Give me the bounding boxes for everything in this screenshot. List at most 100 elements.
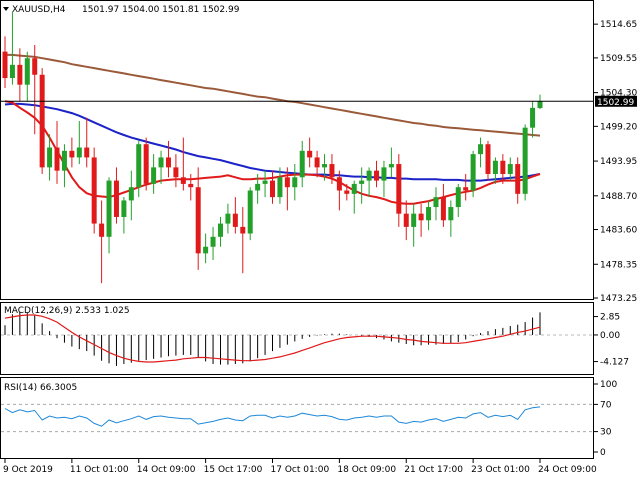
candle-body [366,170,372,181]
candle-body [2,51,8,79]
candle [403,200,409,241]
macd-panel-frame [0,302,594,375]
dropdown-triangle-icon[interactable] [3,7,9,11]
candle [270,170,275,204]
price-tick-label: 1509.55 [600,54,637,64]
candle-body [47,147,53,168]
candle [54,121,60,184]
time-tick-label: 18 Oct 09:00 [337,465,396,475]
candle-body [448,207,454,221]
macd-tick-label: 0.00 [600,331,620,341]
price-tick-label: 1499.20 [600,122,637,132]
candle-body [91,157,97,224]
price-tick-label: 1504.30 [600,89,637,99]
candle-body [530,107,536,128]
candle [47,134,53,181]
candle [2,36,8,88]
candle [225,203,231,234]
candle [470,150,476,198]
candle-body [151,167,157,184]
candle [530,101,536,138]
candle [492,157,498,184]
candle-body [270,180,275,198]
candle [284,167,290,211]
macd-label: MACD(12,26,9) 2.533 1.025 [4,306,130,316]
candle-body [84,147,90,158]
candle [515,157,521,204]
candle-body [240,226,246,234]
candle-body [113,180,119,217]
candle-body [284,177,290,188]
candle-body [374,170,380,181]
candle [255,173,261,204]
candle-body [106,180,112,237]
time-tick-label: 15 Oct 17:00 [204,465,263,475]
candle-body [485,144,491,174]
candle [359,167,365,204]
candle-body [322,164,328,168]
macd-signal-line [4,314,541,363]
candle-body [143,144,149,184]
candle [314,150,320,178]
candle-body [336,177,342,191]
candle [24,51,30,102]
candle-body [344,190,350,194]
candle-body [173,167,179,178]
candle [247,187,253,241]
candle [136,140,142,198]
candle [299,140,305,188]
candle [262,170,268,198]
candle-body [225,213,231,224]
candle-body [17,64,23,85]
candle-body [455,187,461,208]
candle-body [418,213,424,221]
candle-body [136,144,142,188]
time-tick-label: 14 Oct 09:00 [137,465,196,475]
candle-body [426,207,432,221]
rsi-tick-label: 100 [600,380,617,390]
candle [128,170,134,221]
candle-body [411,213,417,227]
candle [84,117,90,168]
time-tick-label: 17 Oct 01:00 [271,465,330,475]
candle-body [69,150,75,158]
rsi-indicator [1,403,593,433]
rsi-tick-label: 0 [600,448,606,458]
candle-body [329,164,335,178]
candle [91,147,97,234]
candle-body [359,180,365,184]
candle [292,164,298,201]
candle [180,137,186,191]
slow-ma-line [5,53,541,137]
candle-body [351,183,357,194]
candle-body [262,180,268,184]
candle [322,154,328,181]
candle [99,200,105,284]
candle [411,203,417,247]
candle [455,183,461,217]
candle [329,154,335,184]
candle [522,124,528,201]
candle-body [217,223,223,237]
price-tick-label: 1488.70 [600,192,637,202]
candle [210,226,216,260]
candle-body [299,150,305,178]
candle [203,233,209,264]
rsi-axis: 100 70 30 0 [594,380,617,458]
candle [344,183,350,201]
candle [158,150,164,184]
macd-tick-label: 2.85 [600,313,620,323]
candle [396,154,402,227]
last-price-tag: 1502.99 [595,95,637,108]
candle [336,170,342,211]
candle [426,200,432,231]
candle [173,154,179,188]
candle-body [314,157,320,168]
candle-body [463,187,469,191]
candle-body [61,150,67,171]
candle [277,167,283,204]
candle-body [277,177,283,198]
candle [76,121,82,165]
candle-body [32,58,38,75]
